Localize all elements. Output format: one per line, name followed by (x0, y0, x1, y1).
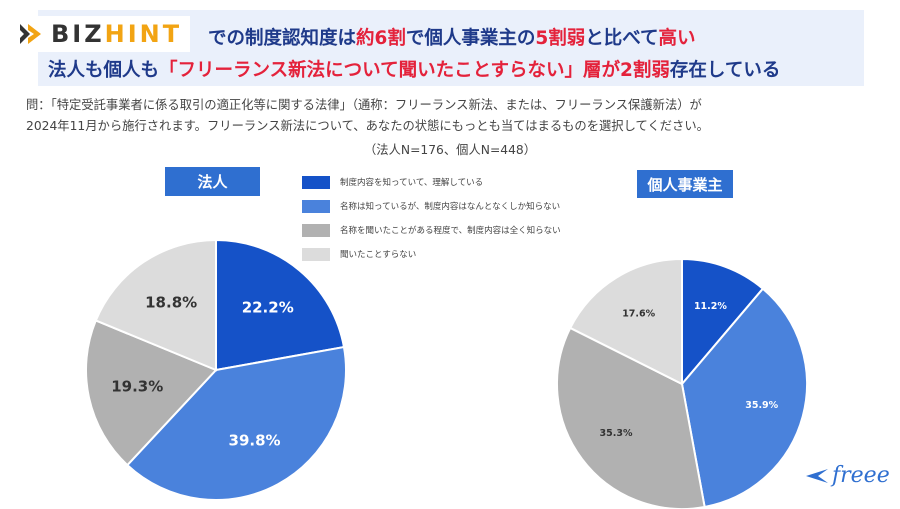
title-1-part-1: での制度認知度は (208, 28, 357, 49)
legend-item: 名称は知っているが、制度内容はなんとなくしか知らない (302, 194, 561, 218)
sample-size-note: （法人N=176、個人N=448） (363, 143, 537, 157)
bizhint-logo-icon (20, 24, 41, 44)
question-line-2: 2024年11月から施行されます。フリーランス新法について、あなたの状態にもっと… (26, 119, 709, 133)
pie-1-data-label-0: 11.2% (694, 301, 727, 312)
title-1-highlight-2: 5割弱 (535, 28, 586, 49)
freee-logo-text: freee (832, 463, 890, 488)
title-1-part-5: と比べて (585, 28, 659, 49)
freee-logo[interactable]: freee (804, 463, 890, 488)
title-2-part-3: 存在している (669, 60, 781, 81)
pie-0-slice-1 (125, 345, 347, 501)
legend-swatch (302, 247, 330, 261)
title-1-part-3: で個人事業主の (405, 28, 536, 49)
question-line-1: 問：「特定受託事業者に係る取引の適正化等に関する法律」（通称：フリーランス新法、… (26, 98, 702, 112)
freee-bird-icon (806, 468, 828, 483)
pie-0-data-label-1: 39.8% (229, 431, 281, 449)
title-line-1: での制度認知度は約6割で個人事業主の5割弱と比べて高い (208, 24, 696, 50)
title-2-part-1: 法人も個人も (48, 60, 160, 81)
pie-1-data-label-3: 17.6% (622, 308, 655, 319)
title-line-2: 法人も個人も「フリーランス新法について聞いたことすらない」層が2割弱存在している (48, 56, 780, 82)
pie-1-slice-3 (568, 257, 683, 386)
legend-label: 聞いたことすらない (340, 250, 417, 260)
pie-1-data-label-2: 35.3% (600, 428, 633, 439)
legend-label: 名称を聞いたことがある程度で、制度内容は全く知らない (340, 226, 561, 236)
legend-item: 制度内容を知っていて、理解している (302, 170, 561, 194)
bizhint-logo-text: BIZHINT (51, 20, 183, 48)
legend-swatch (302, 199, 330, 213)
sole-proprietor-chart-title: 個人事業主 (637, 170, 733, 198)
legend-label: 名称は知っているが、制度内容はなんとなくしか知らない (340, 202, 561, 212)
title-2-highlight: 「フリーランス新法について聞いたことすらない」層が2割弱 (159, 60, 670, 81)
question-text: 問：「特定受託事業者に係る取引の適正化等に関する法律」（通称：フリーランス新法、… (26, 95, 886, 137)
legend-label: 制度内容を知っていて、理解している (340, 178, 484, 188)
legend-item: 聞いたことすらない (302, 242, 561, 266)
legend-item: 名称を聞いたことがある程度で、制度内容は全く知らない (302, 218, 561, 242)
legend-swatch (302, 223, 330, 237)
pie-0-data-label-0: 22.2% (242, 299, 294, 317)
pie-1-slice-0 (681, 257, 765, 387)
pie-1-data-label-1: 35.9% (745, 400, 778, 411)
legend-swatch (302, 175, 330, 189)
pie-0-data-label-3: 18.8% (145, 294, 197, 312)
pie-0-data-label-2: 19.3% (111, 378, 163, 396)
chart-legend: 制度内容を知っていて、理解している 名称は知っているが、制度内容はなんとなくしか… (302, 170, 561, 266)
corporation-chart-title: 法人 (165, 167, 260, 196)
pie-0-slice-3 (94, 238, 217, 372)
pie-0-slice-0 (215, 238, 346, 372)
pie-1-slice-1 (680, 287, 808, 509)
pie-1-slice-2 (556, 326, 706, 509)
bizhint-logo[interactable]: BIZHINT (17, 16, 191, 52)
title-band: での制度認知度は約6割で個人事業主の5割弱と比べて高い 法人も個人も「フリーラン… (38, 10, 864, 86)
title-1-highlight-3: 高い (658, 28, 696, 49)
title-1-highlight-1: 約6割 (356, 28, 406, 49)
